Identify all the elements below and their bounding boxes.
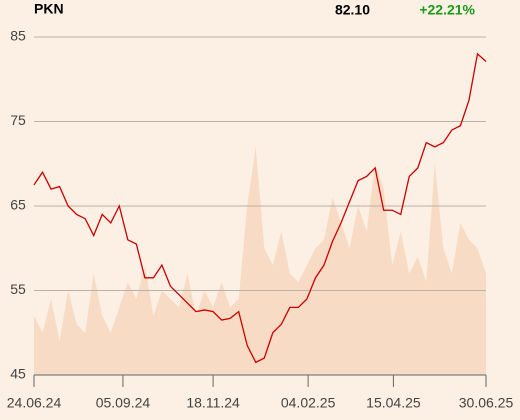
y-tick-label: 55 [10,281,26,297]
y-tick-label: 85 [10,28,26,44]
change-percent: +22.21% [419,2,475,18]
last-price: 82.10 [335,2,370,18]
x-tick-label: 05.09.24 [96,395,151,411]
price-line [33,52,487,364]
x-tick-label: 30.06.25 [459,395,514,411]
y-tick-label: 45 [10,366,26,382]
x-tick-label: 18.11.24 [186,395,240,411]
y-tick-label: 75 [10,112,26,128]
volume-area [34,146,486,375]
x-tick-label: 04.02.25 [281,395,336,411]
x-tick-label: 24.06.24 [7,395,62,411]
y-tick-label: 65 [10,197,26,213]
x-tick-label: 15.04.25 [366,395,421,411]
chart-title: PKN [34,1,64,17]
